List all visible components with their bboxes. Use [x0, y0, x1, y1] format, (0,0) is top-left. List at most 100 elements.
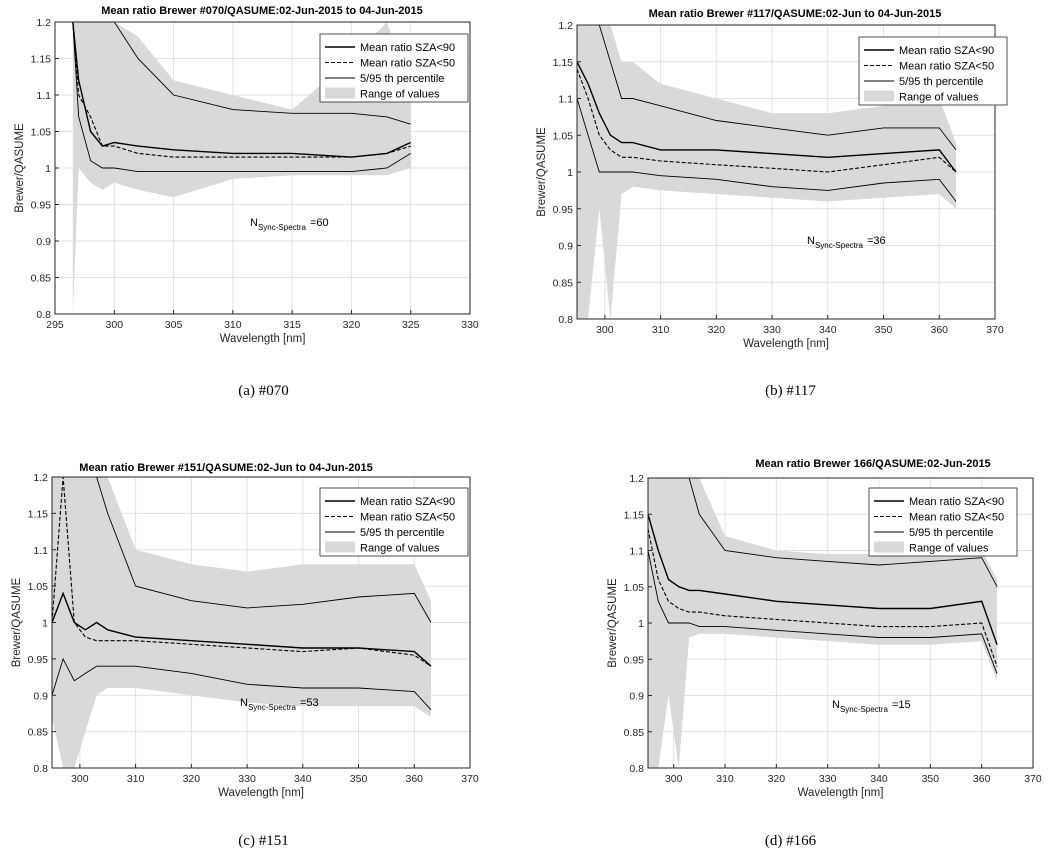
chart-b: 300 310 320 330 340 350 360 370 0.8 0.85 0.9 0.95 1 1… [536, 8, 1008, 350]
legend-label: Range of values [899, 92, 979, 104]
series-line [72, 22, 411, 158]
x-tick-label: 310 [224, 319, 242, 331]
y-tick-label: 1.2 [558, 20, 573, 32]
chart-title: Mean ratio Brewer 166/QASUME:02-Jun-2015 [755, 458, 990, 470]
x-tick-label: 325 [402, 319, 420, 331]
x-tick-label: 350 [875, 324, 893, 336]
x-axis-label: Wavelength [nm] [218, 787, 304, 799]
y-tick-label: 0.8 [36, 309, 51, 321]
n-sync-annotation: NSync-Spectra =15 [832, 699, 911, 714]
figure-panel-b: 300 310 320 330 340 350 360 370 0.8 0.85 0.9 0.95 1 1… [527, 0, 1054, 430]
y-tick-label: 0.9 [558, 241, 573, 253]
y-axis-label: Brewer/QASUME [607, 578, 619, 668]
x-tick-label: 350 [350, 773, 368, 785]
legend-label: 5/95 th percentile [360, 73, 444, 85]
x-tick-label: 300 [596, 324, 614, 336]
y-tick-label: 1.05 [28, 581, 49, 593]
x-tick-label: 320 [708, 324, 726, 336]
y-tick-label: 1.15 [28, 508, 49, 520]
y-tick-label: 0.8 [33, 763, 48, 775]
y-tick-label: 1.15 [31, 54, 52, 66]
x-axis-label: Wavelength [nm] [743, 338, 829, 350]
caption-c: (c) #151 [238, 833, 289, 849]
y-tick-label: 0.95 [553, 204, 574, 216]
x-tick-label: 330 [238, 773, 256, 785]
plot-area [648, 478, 998, 768]
x-tick-label: 295 [46, 319, 64, 331]
legend-label: Mean ratio SZA<90 [909, 496, 1004, 508]
x-axis-label: Wavelength [nm] [220, 333, 306, 345]
y-tick-label: 1 [42, 618, 48, 630]
legend-label: 5/95 th percentile [360, 527, 444, 539]
x-tick-label: 360 [931, 324, 949, 336]
legend-label: Range of values [909, 543, 989, 555]
y-tick-label: 1.05 [553, 130, 574, 142]
y-tick-label: 1.2 [629, 473, 644, 485]
y-tick-label: 1.1 [629, 546, 644, 558]
n-sync-annotation: NSync-Spectra =36 [807, 235, 886, 250]
y-tick-label: 0.85 [553, 277, 574, 289]
x-tick-label: 340 [870, 773, 888, 785]
x-tick-label: 340 [294, 773, 312, 785]
legend-swatch [325, 541, 355, 553]
caption-b: (b) #117 [765, 383, 816, 399]
x-tick-label: 330 [819, 773, 837, 785]
plot-area [52, 477, 432, 768]
n-sync-annotation: NSync-Spectra =53 [240, 697, 319, 712]
y-tick-label: 0.85 [624, 727, 645, 739]
range-band [52, 477, 431, 768]
legend-label: 5/95 th percentile [909, 527, 993, 539]
figure-panel-d: 300 310 320 330 340 350 360 370 0.8 0.85 0.9 0.95 1 1… [527, 430, 1054, 860]
figure-panel-a: 295 300 305 310 315 320 325 330 0.8 0.85 0.9 0.95 1 1… [0, 0, 527, 430]
y-tick-label: 1.05 [624, 582, 645, 594]
x-axis-label: Wavelength [nm] [798, 787, 884, 799]
legend-swatch [874, 541, 904, 553]
range-band [577, 25, 956, 319]
series-line [648, 514, 998, 646]
series-line [648, 528, 998, 667]
x-tick-label: 370 [986, 324, 1004, 336]
x-tick-label: 370 [461, 773, 479, 785]
legend-label: Mean ratio SZA<50 [360, 58, 455, 70]
y-axis-label: Brewer/QASUME [536, 127, 548, 217]
series-line [72, 22, 411, 173]
n-sync-annotation: NSync-Spectra =60 [250, 217, 329, 232]
range-band [648, 478, 998, 768]
legend-swatch [864, 90, 894, 102]
legend-label: Mean ratio SZA<50 [909, 512, 1004, 524]
x-tick-label: 305 [165, 319, 183, 331]
y-tick-label: 0.95 [28, 654, 49, 666]
chart-title: Mean ratio Brewer #070/QASUME:02-Jun-201… [101, 5, 423, 17]
y-tick-label: 1.15 [624, 509, 645, 521]
chart-title: Mean ratio Brewer #117/QASUME:02-Jun to … [649, 8, 942, 20]
legend-label: Mean ratio SZA<50 [360, 512, 455, 524]
y-tick-label: 1 [45, 163, 51, 175]
x-tick-label: 360 [973, 773, 991, 785]
x-tick-label: 320 [768, 773, 786, 785]
x-tick-label: 300 [665, 773, 683, 785]
x-tick-label: 370 [1024, 773, 1042, 785]
x-tick-label: 360 [406, 773, 424, 785]
y-tick-label: 0.8 [558, 314, 573, 326]
x-tick-label: 330 [763, 324, 781, 336]
y-tick-label: 0.85 [28, 727, 49, 739]
x-tick-label: 310 [716, 773, 734, 785]
x-tick-label: 350 [922, 773, 940, 785]
caption-d: (d) #166 [764, 833, 817, 849]
legend-label: Range of values [360, 543, 440, 555]
x-tick-label: 310 [127, 773, 145, 785]
legend-label: Mean ratio SZA<90 [360, 496, 455, 508]
series-line [577, 68, 957, 173]
y-tick-label: 0.9 [33, 690, 48, 702]
y-tick-label: 0.95 [624, 654, 645, 666]
y-tick-label: 1.05 [31, 127, 52, 139]
legend-label: Range of values [360, 89, 440, 101]
series-line [52, 477, 432, 667]
x-tick-label: 315 [283, 319, 301, 331]
series-line [577, 61, 957, 173]
legend-label: 5/95 th percentile [899, 76, 983, 88]
series-line [577, 98, 957, 202]
chart-d: 300 310 320 330 340 350 360 370 0.8 0.85 0.9 0.95 1 1… [607, 458, 1042, 799]
y-tick-label: 1 [567, 167, 573, 179]
x-tick-label: 300 [71, 773, 89, 785]
